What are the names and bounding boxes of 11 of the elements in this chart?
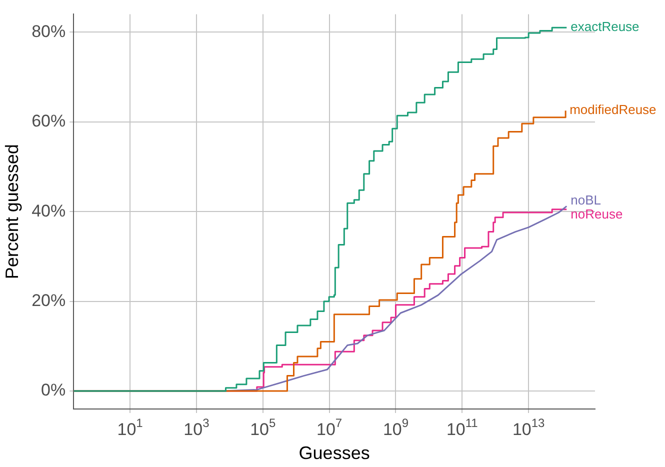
series-label: noReuse	[570, 206, 623, 222]
y-tick-label: 80%	[32, 22, 66, 41]
y-tick-label: 60%	[32, 112, 66, 131]
series-label: noBL	[570, 192, 602, 208]
y-tick-label: 0%	[41, 380, 66, 400]
x-axis-title: Guesses	[298, 443, 370, 464]
series-label: exactReuse	[570, 19, 640, 34]
y-axis-title: Percent guessed	[2, 144, 22, 280]
y-tick-label: 40%	[32, 201, 66, 220]
series-label: modifiedReuse	[570, 102, 656, 118]
y-tick-label: 20%	[32, 291, 66, 310]
